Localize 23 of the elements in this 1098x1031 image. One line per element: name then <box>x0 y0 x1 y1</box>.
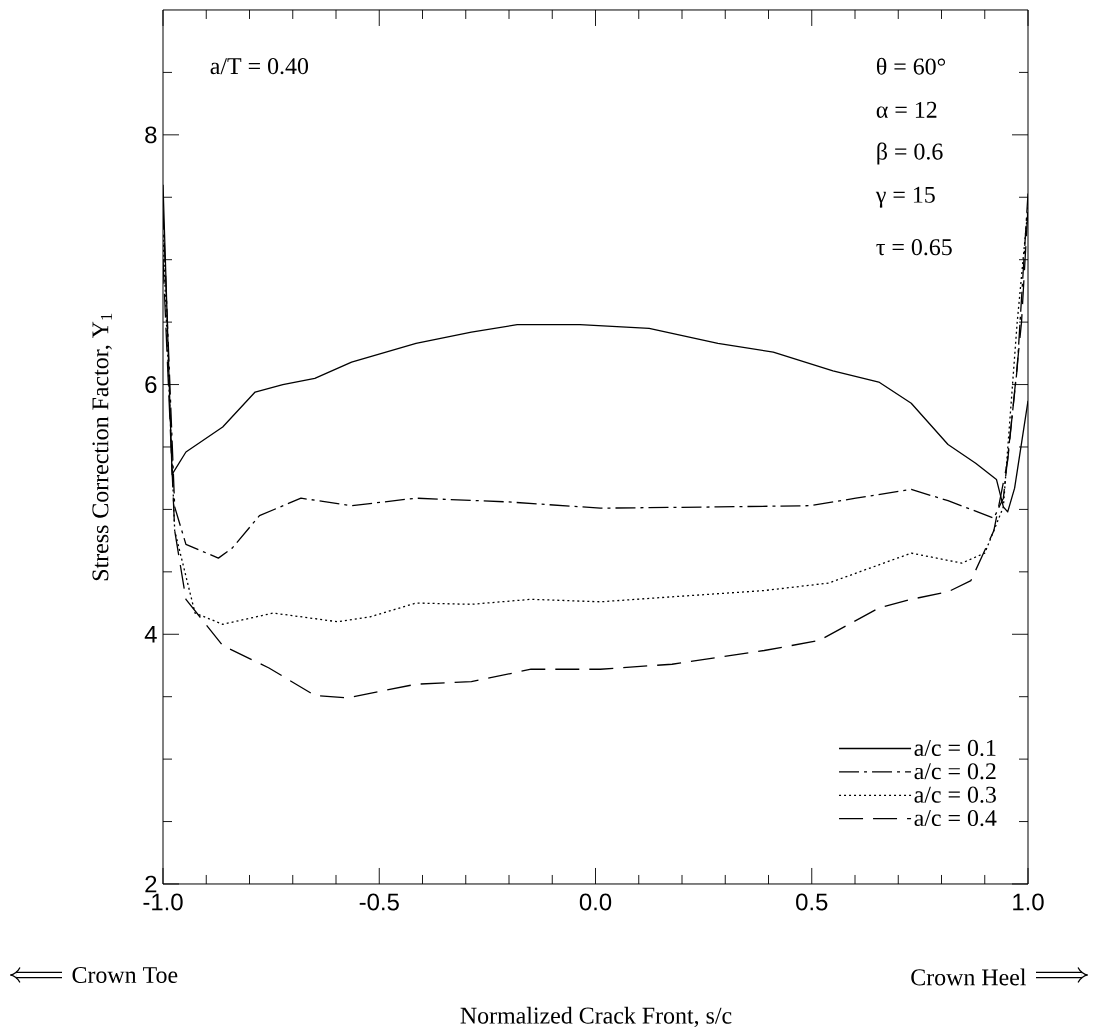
y-tick-label: 6 <box>145 376 157 394</box>
annotation: θ = 60° <box>876 57 946 75</box>
y-tick-label: 8 <box>145 126 157 144</box>
text: Crown Toe <box>72 966 178 984</box>
y-tick-label: 2 <box>145 875 157 893</box>
x-tick-label: 0.5 <box>796 893 828 911</box>
annotation: α = 12 <box>876 101 937 118</box>
legend-label: a/c = 0.1 <box>914 739 996 757</box>
y-axis-title: Stress Correction Factor, Y$_{1}$ <box>92 313 112 581</box>
annotation: a/T = 0.40 <box>210 58 309 75</box>
x-axis-title: Normalized Crack Front, s/c <box>460 1006 732 1028</box>
annotation: τ = 0.65 <box>876 239 952 256</box>
x-tick-label: -0.5 <box>359 893 399 911</box>
y-tick-label: 4 <box>144 626 157 643</box>
annotation: γ = 15 <box>875 186 935 208</box>
text: Crown Heel <box>911 968 1026 986</box>
legend-label: a/c = 0.3 <box>914 786 996 803</box>
x-tick-label: 1.0 <box>1013 893 1044 911</box>
annotation: β = 0.6 <box>877 142 943 165</box>
x-tick-label: 0.0 <box>579 893 612 911</box>
legend-label: a/c = 0.4 <box>914 809 997 827</box>
legend-label: a/c = 0.2 <box>914 763 996 780</box>
x-tick-label: -1.0 <box>143 893 183 911</box>
